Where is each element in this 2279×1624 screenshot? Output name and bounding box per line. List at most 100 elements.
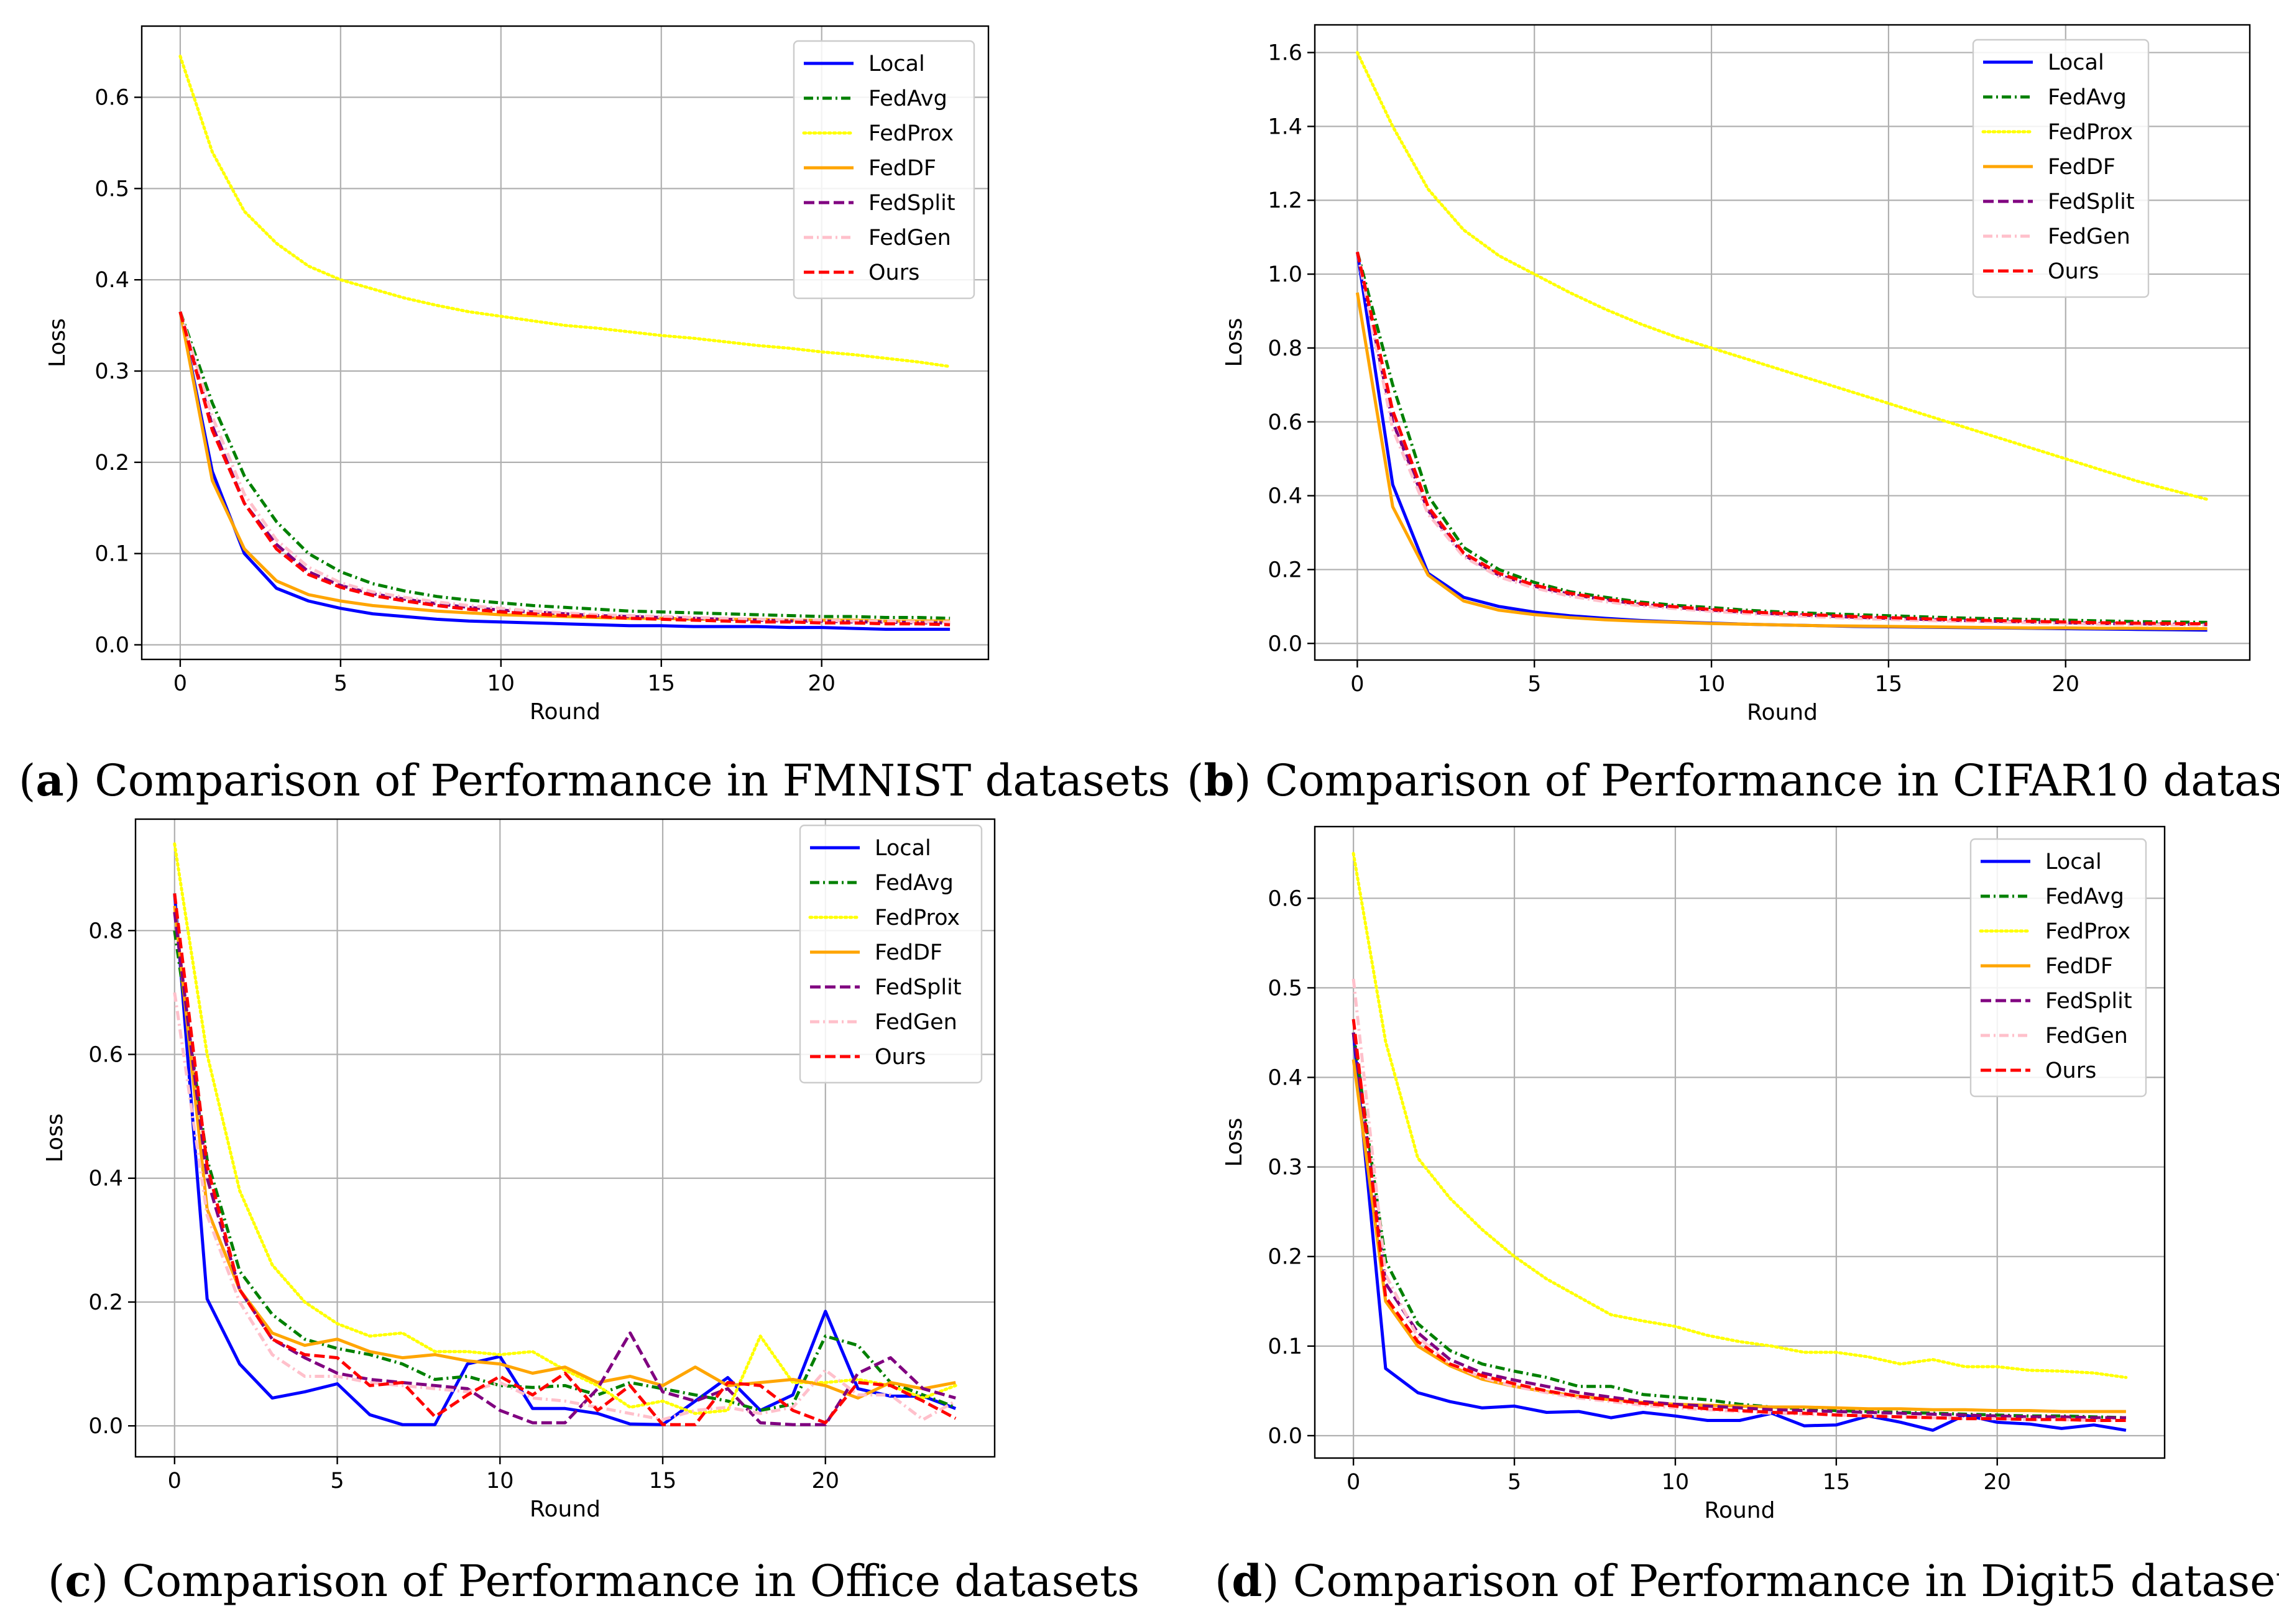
y-tick-label: 0.5 bbox=[94, 177, 129, 201]
caption-close-paren: ) bbox=[1262, 1556, 1293, 1607]
legend-label-local: Local bbox=[868, 52, 925, 76]
caption-open-paren: ( bbox=[1187, 755, 1204, 806]
legend-label-feddf: FedDF bbox=[2048, 155, 2116, 180]
legend-label-fedavg: FedAvg bbox=[2048, 85, 2127, 110]
series-line-fedsplit bbox=[1351, 1032, 2126, 1420]
legend-label-fedsplit: FedSplit bbox=[2045, 989, 2132, 1014]
legend-label-fedgen: FedGen bbox=[868, 226, 951, 250]
legend: Local FedAvg FedProx FedDF FedSplit FedGen Our… bbox=[799, 824, 983, 1084]
y-tick-label: 0.1 bbox=[94, 542, 129, 567]
legend-label-fedprox: FedProx bbox=[2048, 120, 2133, 145]
series-line-feddf bbox=[178, 311, 951, 623]
legend-label-ours: Ours bbox=[868, 260, 919, 285]
x-tick-label: 20 bbox=[812, 1469, 840, 1493]
chart-panel-b: 0 5 10 15 20 0.0 0.2 0.4 0.6 0.8 1.0 1.2 1.4 1.6 Round… bbox=[1187, 24, 2279, 806]
plot-frame bbox=[140, 25, 990, 661]
legend-label-fedavg: FedAvg bbox=[875, 871, 954, 896]
legend-label-ours: Ours bbox=[875, 1045, 926, 1070]
chart-panel-d: 0 5 10 15 20 0.0 0.1 0.2 0.3 0.4 0.5 0.6 Round Loss Lo… bbox=[1215, 825, 2279, 1607]
x-tick-label: 10 bbox=[486, 1469, 514, 1493]
series-line-fedprox bbox=[178, 55, 952, 369]
caption-text: Comparison of Performance in Office data… bbox=[122, 1556, 1140, 1607]
series-line-fedprox bbox=[1355, 51, 2209, 501]
x-tick-label: 0 bbox=[1347, 1470, 1360, 1495]
series-line-fedgen bbox=[178, 311, 951, 624]
y-tick-label: 0.2 bbox=[1268, 1245, 1302, 1270]
series-line-fedavg bbox=[178, 311, 951, 620]
y-tick-label: 0.6 bbox=[94, 86, 129, 111]
legend: Local FedAvg FedProx FedDF FedSplit FedGen Our… bbox=[1969, 838, 2147, 1098]
x-axis-label: Round bbox=[1747, 700, 1818, 725]
y-axis-label: Loss bbox=[42, 1114, 68, 1163]
series-line-fedavg bbox=[1351, 1032, 2126, 1420]
x-tick-label: 20 bbox=[808, 671, 836, 696]
y-tick-label: 1.0 bbox=[1268, 262, 1302, 287]
legend-label-fedprox: FedProx bbox=[875, 906, 960, 930]
legend-label-fedsplit: FedSplit bbox=[868, 191, 955, 216]
y-axis-label: Loss bbox=[45, 318, 70, 367]
x-tick-label: 5 bbox=[1508, 1470, 1521, 1495]
series-line-fedsplit bbox=[1355, 251, 2208, 626]
series-line-fedsplit bbox=[178, 311, 951, 625]
series-lines bbox=[173, 842, 957, 1426]
y-axis-label: Loss bbox=[1222, 318, 1247, 367]
legend-label-local: Local bbox=[2045, 850, 2102, 874]
chart-panel-c: 0 5 10 15 20 0.0 0.2 0.4 0.6 0.8 Round Loss Local Fed… bbox=[42, 818, 1140, 1607]
legend-label-ours: Ours bbox=[2045, 1058, 2096, 1083]
series-lines bbox=[178, 55, 952, 631]
series-line-feddf bbox=[173, 906, 956, 1400]
x-tick-label: 5 bbox=[334, 671, 348, 696]
caption: (a) Comparison of Performance in FMNIST … bbox=[19, 755, 1170, 806]
series-line-fedavg bbox=[173, 930, 957, 1412]
y-tick-label: 0.6 bbox=[1268, 886, 1302, 911]
legend-label-fedavg: FedAvg bbox=[2045, 884, 2124, 909]
y-tick-label: 0.5 bbox=[1268, 976, 1302, 1001]
y-tick-label: 0.1 bbox=[1268, 1334, 1302, 1359]
caption-label: b bbox=[1204, 755, 1234, 806]
series-line-local bbox=[1351, 1032, 2127, 1432]
caption-close-paren: ) bbox=[64, 755, 95, 806]
chart-panel-a: 0 5 10 15 20 0.0 0.1 0.2 0.3 0.4 0.5 0.6 Round Loss Lo… bbox=[19, 25, 1170, 806]
legend-label-feddf: FedDF bbox=[868, 156, 936, 181]
x-tick-label: 15 bbox=[649, 1469, 677, 1493]
legend-label-fedgen: FedGen bbox=[875, 1010, 957, 1035]
caption-close-paren: ) bbox=[91, 1556, 122, 1607]
y-tick-label: 0.0 bbox=[1268, 1424, 1302, 1449]
y-tick-label: 0.8 bbox=[88, 919, 123, 943]
legend-label-local: Local bbox=[875, 836, 931, 861]
caption-text: Comparison of Performance in Digit5 data… bbox=[1293, 1556, 2279, 1607]
y-tick-label: 0.4 bbox=[1268, 1066, 1302, 1091]
legend-label-fedsplit: FedSplit bbox=[2048, 190, 2135, 214]
caption: (c) Comparison of Performance in Office … bbox=[48, 1555, 1140, 1607]
series-line-ours bbox=[173, 893, 957, 1426]
x-tick-label: 20 bbox=[1983, 1470, 2011, 1495]
legend-box bbox=[799, 824, 983, 1084]
plot-frame bbox=[1314, 24, 2251, 661]
x-tick-label: 15 bbox=[647, 671, 675, 696]
caption-open-paren: ( bbox=[48, 1556, 65, 1607]
y-tick-label: 0.6 bbox=[88, 1043, 123, 1068]
ticks: 0 5 10 15 20 0.0 0.1 0.2 0.3 0.4 0.5 0.6 bbox=[1268, 886, 2011, 1495]
ticks: 0 5 10 15 20 0.0 0.2 0.4 0.6 0.8 bbox=[88, 919, 839, 1493]
series-lines bbox=[1351, 851, 2128, 1432]
legend-box bbox=[1969, 838, 2147, 1098]
caption-label: a bbox=[35, 755, 63, 806]
y-tick-label: 0.4 bbox=[1268, 484, 1302, 509]
legend-label-fedsplit: FedSplit bbox=[875, 975, 962, 1000]
x-tick-label: 0 bbox=[168, 1469, 182, 1493]
y-tick-label: 0.0 bbox=[1268, 631, 1302, 656]
y-tick-label: 1.4 bbox=[1268, 114, 1302, 139]
legend-box bbox=[1972, 39, 2150, 298]
x-tick-label: 5 bbox=[1527, 672, 1541, 697]
legend-label-fedgen: FedGen bbox=[2048, 224, 2130, 249]
y-axis-label: Loss bbox=[1222, 1118, 1247, 1167]
legend-label-fedgen: FedGen bbox=[2045, 1024, 2128, 1048]
x-axis-label: Round bbox=[530, 1497, 601, 1522]
caption-close-paren: ) bbox=[1234, 755, 1265, 806]
y-tick-label: 0.3 bbox=[1268, 1155, 1302, 1180]
caption-open-paren: ( bbox=[1215, 1556, 1232, 1607]
caption-text: Comparison of Performance in FMNIST data… bbox=[94, 755, 1170, 806]
y-tick-label: 0.4 bbox=[88, 1167, 123, 1191]
series-line-ours bbox=[1355, 251, 2208, 626]
y-tick-label: 0.0 bbox=[88, 1414, 123, 1439]
